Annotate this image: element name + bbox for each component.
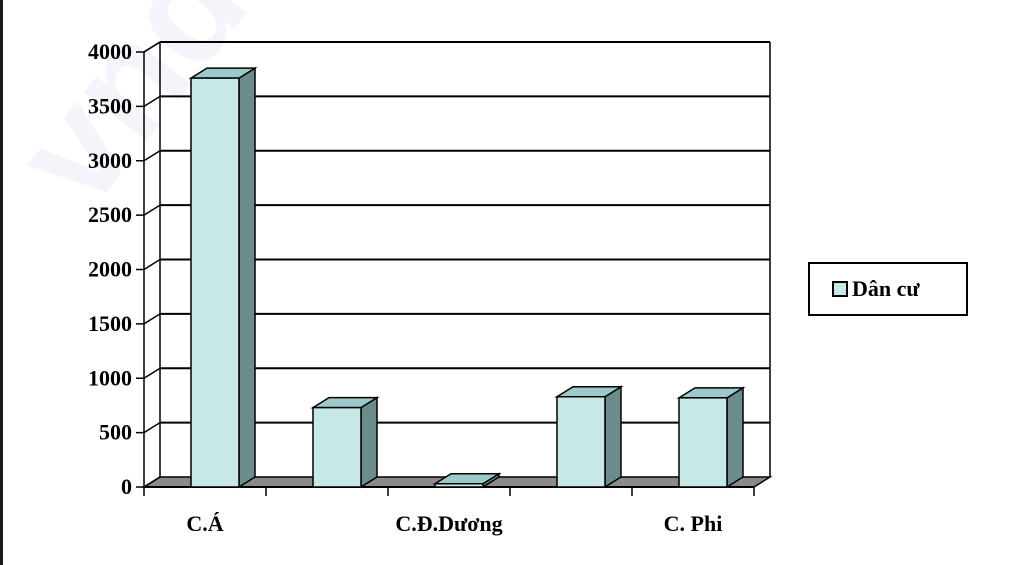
side-wall-gridline (143, 476, 161, 488)
bar-side-face (238, 66, 256, 489)
chart-bars (188, 66, 746, 489)
bar-chart: 0 500 1000 1500 2000 2500 3000 3500 4000 C.Á C.Đ.… (88, 39, 773, 536)
y-tick-label: 3000 (88, 148, 132, 173)
legend-label: Dân cư (852, 276, 920, 301)
bar-C.Đ.Dương (432, 472, 502, 489)
x-tick-label: C.Á (186, 511, 223, 536)
bar-front-face (312, 406, 362, 488)
y-tick-label: 3500 (88, 93, 132, 118)
y-tick-label: 0 (121, 474, 132, 499)
y-axis-labels: 0 500 1000 1500 2000 2500 3000 3500 4000 (88, 39, 132, 499)
side-wall-top-edge (143, 41, 161, 53)
chart-axes (136, 41, 771, 496)
bar-side-face (604, 385, 622, 489)
bar-front-face (678, 397, 728, 488)
bar-C.Mỹ (554, 385, 624, 489)
bar-front-face (556, 395, 606, 488)
bar-side-face (360, 396, 378, 489)
side-wall-gridline (143, 367, 161, 379)
bar-C.Á (188, 66, 258, 489)
window-left-border (0, 0, 3, 565)
bar-front-face (434, 482, 484, 488)
x-tick-label: C.Đ.Dương (395, 511, 502, 536)
side-wall-gridline (143, 204, 161, 216)
bar-front-face (190, 77, 240, 488)
side-wall-gridline (143, 95, 161, 108)
x-axis-labels: C.Á C.Đ.Dương C. Phi (186, 511, 722, 536)
legend-swatch (832, 281, 848, 297)
side-wall-gridline (143, 421, 161, 434)
y-tick-label: 1000 (88, 365, 132, 390)
side-wall-gridline (143, 258, 161, 271)
bar-side-face (726, 386, 744, 489)
bar-C. Phi (676, 386, 746, 489)
legend: Dân cư (808, 262, 968, 316)
y-tick-label: 2500 (88, 202, 132, 227)
y-tick-label: 4000 (88, 39, 132, 64)
x-tick-label: C. Phi (664, 511, 723, 536)
y-tick-label: 500 (99, 420, 132, 445)
y-tick-label: 1500 (88, 311, 132, 336)
side-wall-gridline (143, 313, 161, 325)
side-wall-gridline (143, 150, 161, 162)
bar-C.Âu (310, 396, 380, 489)
y-tick-label: 2000 (88, 257, 132, 282)
